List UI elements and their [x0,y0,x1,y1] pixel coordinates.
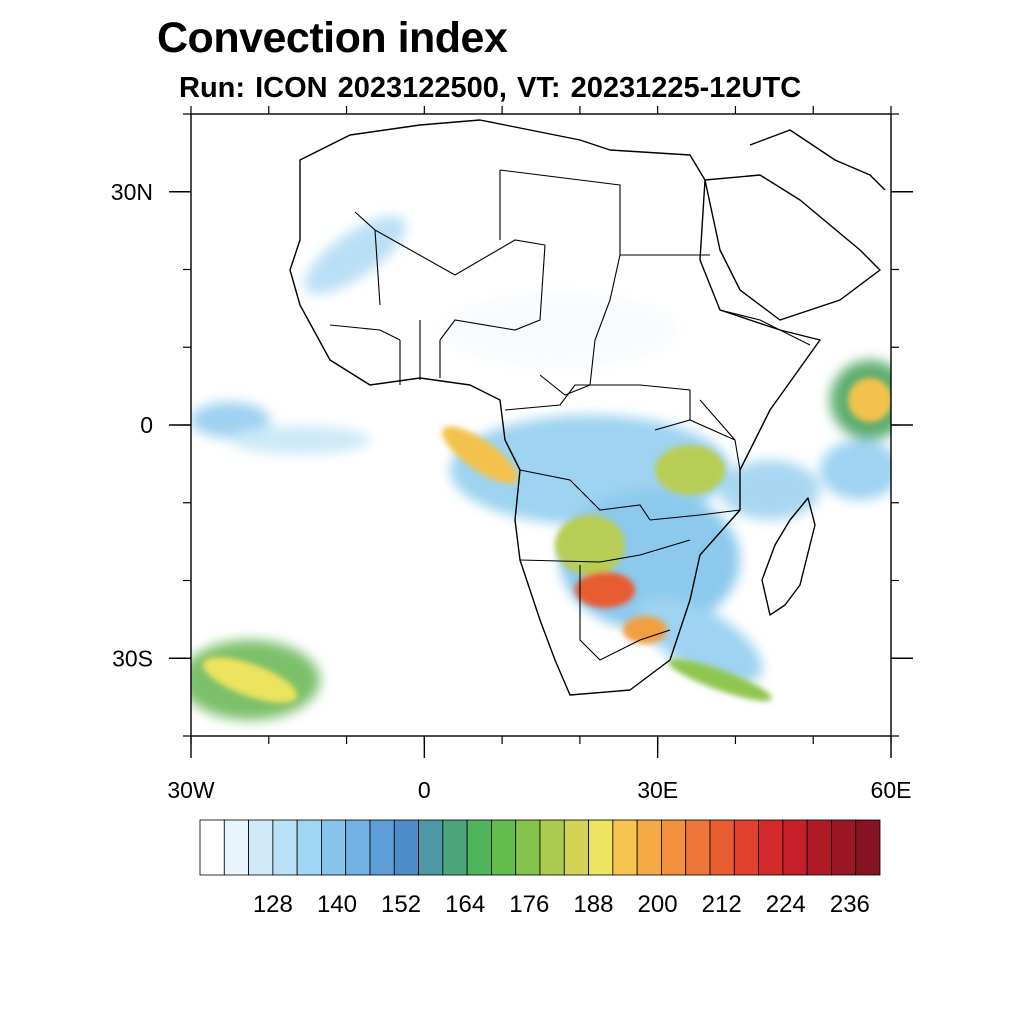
map-plot-area [191,119,891,720]
colorbar-label: 128 [253,891,293,918]
colorbar-swatch [223,819,249,876]
colorbar-swatch [369,819,395,876]
colorbar-swatch [588,819,614,876]
colorbar-label: 236 [830,891,870,918]
y-tick-label: 30N [111,179,153,205]
y-tick-label: 0 [140,412,153,438]
colorbar-swatch [806,819,832,876]
colorbar-swatch [248,819,274,876]
colorbar-swatch [661,819,687,876]
colorbar-label: 188 [573,891,613,918]
colorbar-swatch [563,819,589,876]
colorbar-label: 200 [638,891,678,918]
colorbar-swatch [345,819,371,876]
colorbar-swatch [636,819,662,876]
convection-field [191,216,891,720]
colorbar-swatch [515,819,541,876]
colorbar-swatch [321,819,347,876]
chart-subtitle: Run: ICON 2023122500, VT: 20231225-12UTC [179,72,802,104]
map-axes: 30W 0 30E 60E 30N 0 30S [111,106,913,803]
colorbar-swatch [418,819,444,876]
x-tick-label: 30W [167,777,215,803]
colorbar-swatch [758,819,784,876]
colorbar-label: 212 [702,891,742,918]
chart-title: Convection index [157,14,508,62]
colorbar-swatch [272,819,298,876]
x-tick-label: 0 [418,777,431,803]
x-tick-label: 60E [871,777,912,803]
colorbar-swatch [782,819,808,876]
colorbar-swatch [491,819,517,876]
colorbar-swatch [199,819,225,876]
colorbar: 128 140 152 164 176 188 200 212 224 236 [199,819,881,918]
colorbar-swatch [393,819,419,876]
x-tick-label: 30E [637,777,678,803]
colorbar-swatch [466,819,492,876]
colorbar-label: 140 [317,891,357,918]
colorbar-swatch [539,819,565,876]
country-borders [329,169,811,661]
colorbar-swatch [612,819,638,876]
colorbar-swatch [442,819,468,876]
coastlines [289,119,886,696]
colorbar-swatch [685,819,711,876]
colorbar-label: 224 [766,891,806,918]
colorbar-swatch [855,819,881,876]
colorbar-swatch [733,819,759,876]
colorbar-label: 152 [381,891,421,918]
colorbar-label: 176 [509,891,549,918]
colorbar-swatch [296,819,322,876]
colorbar-label: 164 [445,891,485,918]
colorbar-swatch [709,819,735,876]
colorbar-swatch [831,819,857,876]
y-tick-label: 30S [112,645,153,671]
